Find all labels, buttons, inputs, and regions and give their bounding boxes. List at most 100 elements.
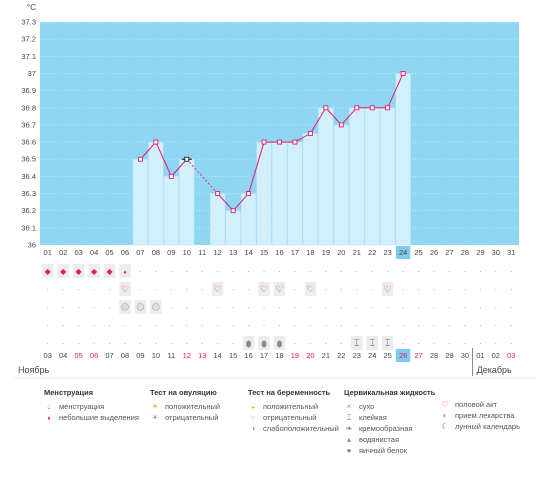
grid-dot: [155, 271, 157, 272]
sticky-icon: ⌶: [370, 338, 375, 348]
grid-dot: [418, 325, 420, 326]
y-tick-label: 37.3: [21, 18, 36, 27]
grid-dot: [232, 307, 234, 308]
grid-dot: [433, 289, 435, 290]
grid-dot: [186, 271, 188, 272]
watery-icon: ▴: [346, 435, 351, 444]
grid-dot: [155, 325, 157, 326]
grid-dot: [387, 325, 389, 326]
grid-dot: [371, 289, 373, 290]
temperature-bar: [179, 158, 195, 246]
grid-dot: [433, 307, 435, 308]
cycle-day-label: 14: [244, 248, 252, 257]
temperature-point: [385, 105, 391, 111]
cycle-day-label: 05: [105, 248, 113, 257]
grid-dot: [387, 307, 389, 308]
legend-item: отрицательный: [263, 413, 317, 422]
grid-dot: [402, 307, 404, 308]
grid-dot: [448, 343, 450, 344]
grid-dot: [495, 325, 497, 326]
grid-dot: [201, 271, 203, 272]
date-label: 09: [136, 351, 144, 360]
grid-dot: [248, 307, 250, 308]
test-positive-icon: ◒: [250, 402, 256, 411]
cycle-day-label: 09: [167, 248, 175, 257]
temperature-point: [338, 122, 344, 128]
temperature-line: [217, 193, 234, 212]
grid-dot: [309, 307, 311, 308]
grid-dot: [186, 307, 188, 308]
intercourse-cell: [211, 282, 224, 296]
grid-dot: [340, 325, 342, 326]
heart-icon: ♡: [275, 284, 283, 294]
intercourse-cell: [273, 282, 286, 296]
date-label: 21: [322, 351, 330, 360]
cycle-day-label: 22: [368, 248, 376, 257]
grid-dot: [93, 307, 95, 308]
egg-white-icon: [277, 340, 282, 348]
grid-dot: [109, 289, 111, 290]
grid-dot: [62, 325, 64, 326]
grid-dot: [170, 307, 172, 308]
grid-dot: [124, 343, 126, 344]
grid-dot: [464, 271, 466, 272]
intercourse-cell: [258, 282, 270, 296]
date-label: 14: [214, 351, 222, 360]
grid-dot: [418, 307, 420, 308]
grid-dot: [248, 325, 250, 326]
date-label: 24: [368, 351, 376, 360]
date-label: 10: [152, 351, 160, 360]
temperature-line: [140, 141, 157, 160]
temperature-point: [153, 139, 159, 145]
date-label: 15: [229, 351, 237, 360]
test-weak-icon: ◑: [250, 424, 256, 433]
date-label: 04: [59, 351, 67, 360]
grid-dot: [139, 271, 141, 272]
drop-heavy-icon: ◆: [91, 267, 98, 276]
temperature-bar: [271, 141, 288, 246]
grid-dot: [448, 307, 450, 308]
menstruation-cell: [88, 264, 100, 278]
grid-dot: [62, 343, 64, 344]
temperature-line: [170, 158, 188, 177]
y-tick-label: 36.7: [21, 120, 36, 129]
date-label: 16: [244, 351, 252, 360]
grid-dot: [263, 307, 265, 308]
date-label: 22: [337, 351, 345, 360]
grid-dot: [510, 289, 512, 290]
grid-dot: [109, 343, 111, 344]
grid-dot: [201, 307, 203, 308]
cycle-day-label: 16: [275, 248, 283, 257]
moon-icon: ☾: [441, 422, 449, 431]
grid-dot: [479, 325, 481, 326]
y-tick-label: 36.8: [21, 103, 36, 112]
temperature-line: [232, 193, 249, 212]
legend-item: сухо: [359, 402, 375, 411]
grid-dot: [433, 325, 435, 326]
cycle-day-label: 01: [44, 248, 52, 257]
legend-item: яичный белок: [359, 446, 408, 455]
grid-dot: [464, 289, 466, 290]
cycle-day-label: 18: [306, 248, 314, 257]
date-label: 20: [306, 351, 314, 360]
grid-dot: [309, 325, 311, 326]
date-label: 17: [260, 351, 268, 360]
cycle-day-label: 11: [198, 248, 206, 257]
temperature-point: [184, 156, 190, 162]
cycle-day-label: 03: [74, 248, 82, 257]
grid-dot: [402, 289, 404, 290]
legend-item: прием лекарства: [455, 411, 515, 420]
grid-dot: [495, 271, 497, 272]
date-label: 23: [353, 351, 361, 360]
y-tick-label: 37.2: [21, 35, 36, 44]
dry-icon: ×: [346, 402, 352, 411]
y-tick-label: 37.1: [21, 52, 36, 61]
temperature-point: [400, 71, 406, 76]
grid-dot: [217, 343, 219, 344]
grid-dot: [263, 271, 265, 272]
pill-icon: [136, 303, 145, 311]
grid-dot: [418, 343, 420, 344]
date-label: 01: [476, 351, 484, 360]
grid-dot: [186, 325, 188, 326]
date-label: 25: [383, 351, 391, 360]
